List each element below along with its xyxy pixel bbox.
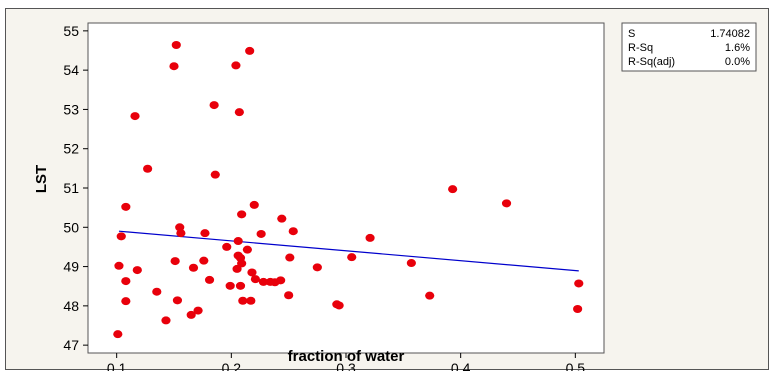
data-point [233, 237, 243, 246]
y-tick-label: 51 [63, 180, 79, 196]
data-point [172, 296, 183, 305]
data-point [258, 277, 269, 286]
data-point [210, 170, 220, 179]
y-tick-label: 52 [63, 141, 79, 157]
data-point [169, 62, 179, 71]
data-point [238, 296, 248, 305]
data-point [188, 263, 199, 272]
data-point [121, 277, 131, 286]
data-point [171, 41, 181, 49]
data-point [152, 287, 162, 296]
chart-frame: 47 48 49 50 51 52 53 54 55 0.1 0.2 0.3 0.4 0.5 fract… [5, 8, 769, 371]
stat-value: 1.6% [725, 42, 750, 54]
data-point [116, 232, 126, 241]
data-point [312, 263, 322, 272]
data-point [334, 301, 344, 310]
data-point [242, 245, 252, 254]
regression-line [118, 230, 579, 272]
y-axis-label: LST [33, 165, 50, 193]
data-point [246, 296, 256, 305]
y-tick-label: 50 [63, 219, 79, 235]
data-point [204, 275, 215, 284]
data-point [186, 310, 196, 319]
x-tick-label: 0.5 [566, 360, 586, 371]
data-point [209, 101, 219, 110]
regression-line-group [118, 230, 579, 272]
data-point [222, 242, 232, 251]
data-point [235, 281, 246, 290]
x-tick-label: 0.1 [107, 360, 127, 371]
stat-value: 1.74082 [710, 28, 750, 40]
data-point [276, 276, 286, 285]
data-point [232, 264, 242, 273]
y-axis-ticks: 47 48 49 50 51 52 53 54 55 [63, 23, 88, 353]
y-tick-label: 55 [63, 23, 79, 39]
data-point [288, 227, 298, 236]
stats-box-border [621, 22, 757, 72]
data-point [256, 229, 266, 238]
data-point [234, 108, 244, 117]
data-point [114, 261, 124, 270]
y-tick-label: 47 [63, 337, 79, 353]
data-point [143, 164, 153, 173]
stat-label: R-Sq(adj) [628, 56, 675, 68]
data-point [406, 259, 416, 268]
data-point [176, 229, 186, 238]
data-point [132, 266, 142, 275]
data-point [574, 279, 584, 288]
x-axis-label: fraction of water [288, 348, 405, 365]
data-point [448, 185, 458, 194]
data-point [231, 61, 241, 70]
stat-label: R-Sq [628, 42, 653, 54]
stat-label: S [628, 28, 635, 40]
y-tick-label: 48 [63, 298, 79, 314]
data-point [285, 253, 295, 262]
y-tick-label: 53 [63, 101, 79, 117]
data-point [113, 330, 123, 339]
data-point [573, 305, 583, 313]
x-tick-label: 0.3 [336, 360, 356, 371]
data-point [245, 46, 255, 55]
data-point [425, 291, 435, 300]
x-axis-ticks: 0.1 0.2 0.3 0.4 0.5 [107, 353, 585, 371]
scatterplot-chart: 47 48 49 50 51 52 53 54 55 0.1 0.2 0.3 0.4 0.5 fract… [33, 22, 757, 371]
y-tick-label: 54 [63, 62, 79, 78]
data-point [193, 306, 203, 315]
data-point [199, 256, 209, 265]
x-tick-label: 0.2 [222, 360, 242, 371]
data-point [284, 291, 294, 300]
data-point [277, 214, 287, 223]
data-point [130, 112, 140, 121]
data-point [347, 253, 357, 262]
data-points [113, 41, 584, 339]
data-point [250, 275, 261, 284]
y-tick-label: 49 [63, 259, 79, 275]
data-point [161, 316, 171, 325]
data-point [237, 210, 247, 219]
plot-area [87, 22, 605, 354]
data-point [247, 268, 257, 277]
data-point [175, 223, 185, 232]
data-point [225, 281, 235, 290]
data-point [200, 229, 210, 238]
data-point [249, 200, 259, 209]
data-point [501, 199, 512, 208]
data-point [121, 297, 131, 306]
data-point [121, 202, 131, 211]
data-point [237, 259, 247, 268]
stat-value: 0.0% [725, 56, 750, 68]
stats-box: S 1.74082 R-Sq 1.6% R-Sq(adj) 0.0% [621, 22, 757, 72]
x-tick-label: 0.4 [451, 360, 471, 371]
data-point [170, 257, 180, 266]
data-point [365, 233, 375, 242]
